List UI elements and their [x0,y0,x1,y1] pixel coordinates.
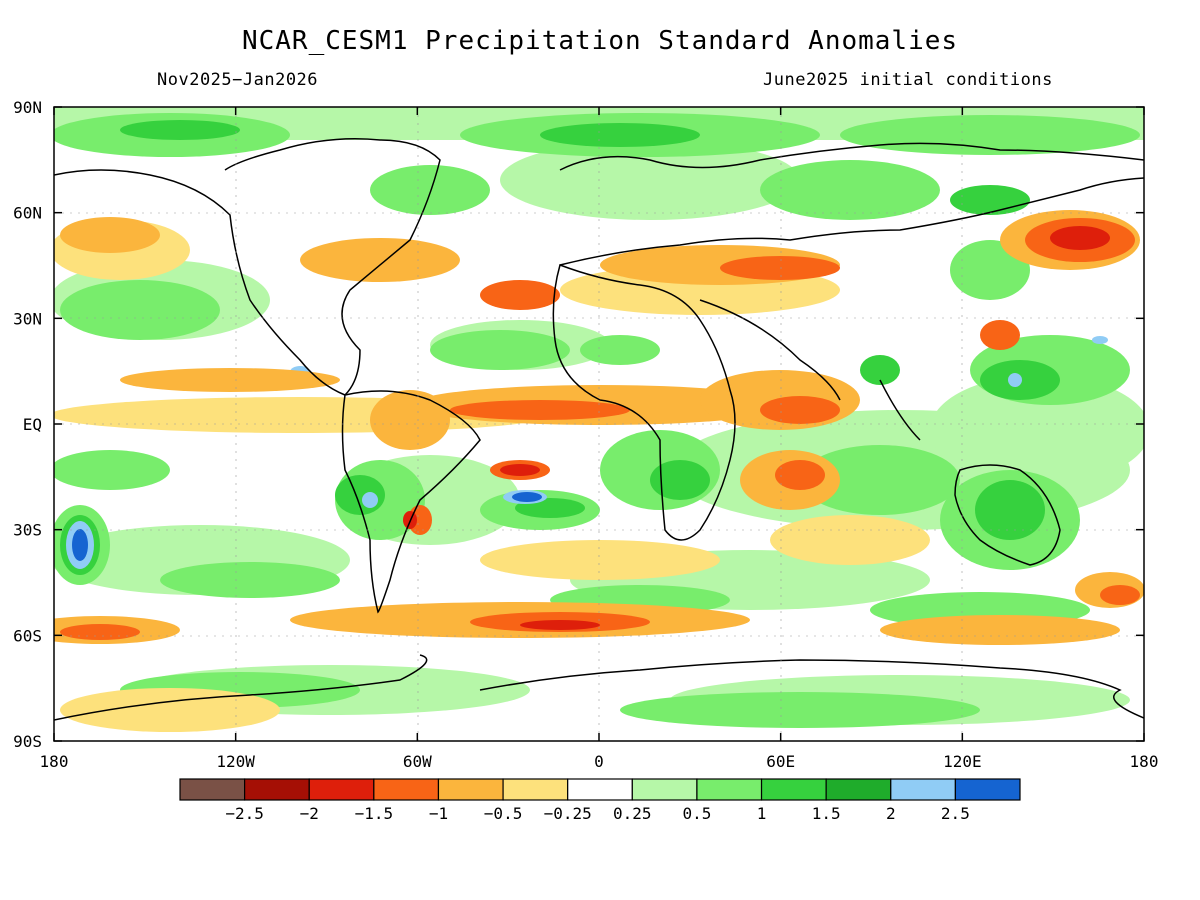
legend-label: 1 [757,804,767,823]
anomaly-field [54,107,1144,741]
legend-swatch [696,778,763,801]
lat-tick-label: 90S [13,732,42,751]
legend-swatch [244,778,310,801]
legend-label: −1 [429,804,448,823]
legend-label: 0.25 [613,804,652,823]
legend-swatch [437,778,504,801]
lon-tick-label: 60E [766,752,795,771]
lon-tick-label: 180 [1130,752,1159,771]
legend-swatch [567,778,633,801]
graticule [54,107,1144,741]
lon-tick-label: 0 [594,752,604,771]
legend-swatch [631,778,698,801]
legend-label: −2 [300,804,319,823]
lat-tick-label: 60N [13,204,42,223]
legend-swatch [825,778,892,801]
map-title: NCAR_CESM1 Precipitation Standard Anomal… [241,26,959,56]
legend-label: −1.5 [355,804,394,823]
legend-swatch [308,778,375,801]
legend-swatch [373,778,440,801]
legend-swatch [890,778,956,801]
lon-tick-label: 120E [943,752,982,771]
legend-swatch [954,778,1021,801]
legend-swatch [179,778,246,801]
initial-conditions: June2025 initial conditions [763,70,1053,90]
legend-label: −2.5 [225,804,264,823]
lon-tick-label: 180 [40,752,69,771]
color-legend: −2.5 −2 −1.5 −1 −0.5 −0.25 0.25 0.5 1 1.5 2 2.5 [179,778,1021,823]
valid-period: Nov2025−Jan2026 [157,70,319,90]
lon-tick-label: 120W [216,752,255,771]
legend-swatch [760,778,827,801]
legend-label: 1.5 [812,804,841,823]
legend-label: −0.25 [544,804,592,823]
longitude-ticks: 180 120W 60W 0 60E 120E 180 [40,107,1159,771]
lat-tick-label: 30N [13,309,42,328]
lon-tick-label: 60W [403,752,432,771]
legend-swatch [502,778,569,801]
lat-tick-label: 30S [13,521,42,540]
legend-label: −0.5 [484,804,523,823]
coastlines [54,138,1144,721]
legend-label: 2 [886,804,896,823]
lat-tick-label: 60S [13,626,42,645]
legend-label: 2.5 [941,804,970,823]
lat-tick-label: 90N [13,98,42,117]
lat-tick-label: EQ [23,415,42,434]
latitude-ticks: 90N 60N 30N EQ 30S 60S 90S [13,98,1144,751]
legend-label: 0.5 [682,804,711,823]
